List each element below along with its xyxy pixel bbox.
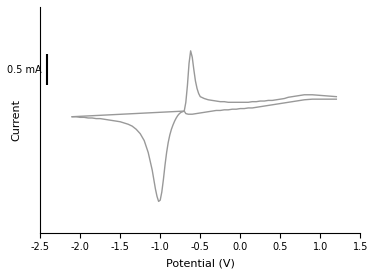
X-axis label: Potential (V): Potential (V): [166, 258, 235, 268]
Y-axis label: Current: Current: [11, 99, 21, 141]
Text: 0.5 mA: 0.5 mA: [7, 65, 42, 75]
